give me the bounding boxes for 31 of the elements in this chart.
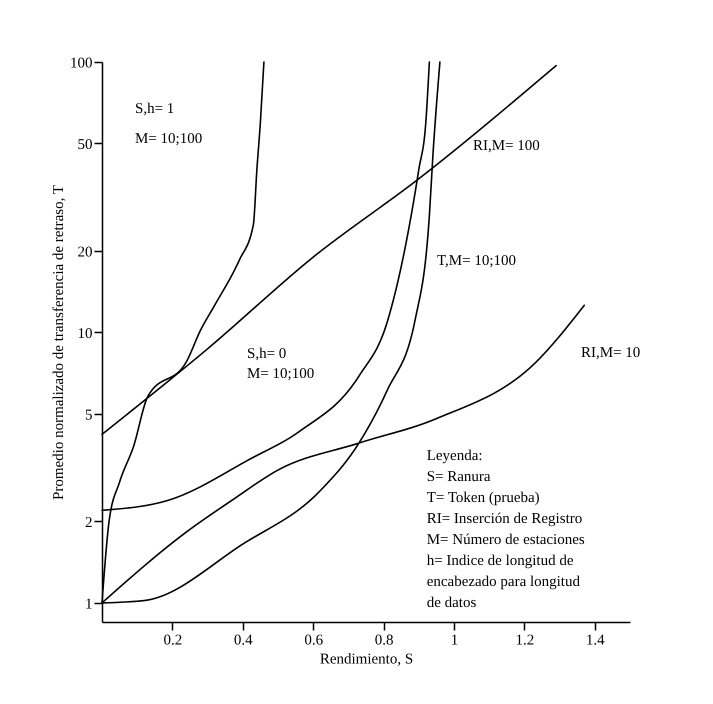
y-tick-label: 100 bbox=[70, 56, 92, 72]
x-tick-label: 0.6 bbox=[304, 632, 324, 648]
annotation: RI,M= 100 bbox=[473, 138, 540, 154]
y-tick-label: 50 bbox=[78, 136, 92, 153]
annotation: h= Indice de longitud de bbox=[426, 553, 574, 569]
y-tick-label: 10 bbox=[78, 326, 92, 342]
annotation: T= Token (prueba) bbox=[426, 490, 540, 506]
annotation: M= 10;100 bbox=[135, 131, 202, 147]
annotation: M= 10;100 bbox=[247, 366, 314, 382]
annotation: de datos bbox=[426, 595, 476, 611]
y-tick-label: 2 bbox=[85, 514, 92, 531]
annotation: S,h= 1 bbox=[135, 101, 174, 117]
annotation: RI= Inserción de Registro bbox=[426, 511, 582, 527]
y-tick-label: 5 bbox=[85, 407, 92, 424]
y-tick-label: 20 bbox=[78, 244, 92, 261]
x-tick-label: 0.4 bbox=[234, 632, 254, 648]
annotation: T,M= 10;100 bbox=[437, 253, 516, 269]
annotation: S,h= 0 bbox=[247, 346, 286, 362]
x-tick-label: 1.4 bbox=[586, 632, 606, 648]
x-tick-label: 0.8 bbox=[374, 632, 394, 648]
x-tick-label: 1.2 bbox=[516, 632, 534, 648]
x-tick-label: 1 bbox=[450, 632, 458, 648]
annotation: S= Ranura bbox=[426, 469, 491, 485]
y-axis-title: Promedio normalizado de transferencia de retraso, T bbox=[51, 184, 67, 500]
annotation: M= Número de estaciones bbox=[426, 532, 585, 548]
y-tick-label: 1 bbox=[85, 596, 92, 612]
annotation: RI,M= 10 bbox=[581, 345, 640, 361]
annotation: Leyenda: bbox=[426, 448, 483, 464]
x-tick-label: 0.2 bbox=[164, 632, 182, 648]
x-axis-title: Rendimiento, S bbox=[320, 652, 414, 668]
annotation: encabezado para longitud bbox=[426, 574, 580, 590]
